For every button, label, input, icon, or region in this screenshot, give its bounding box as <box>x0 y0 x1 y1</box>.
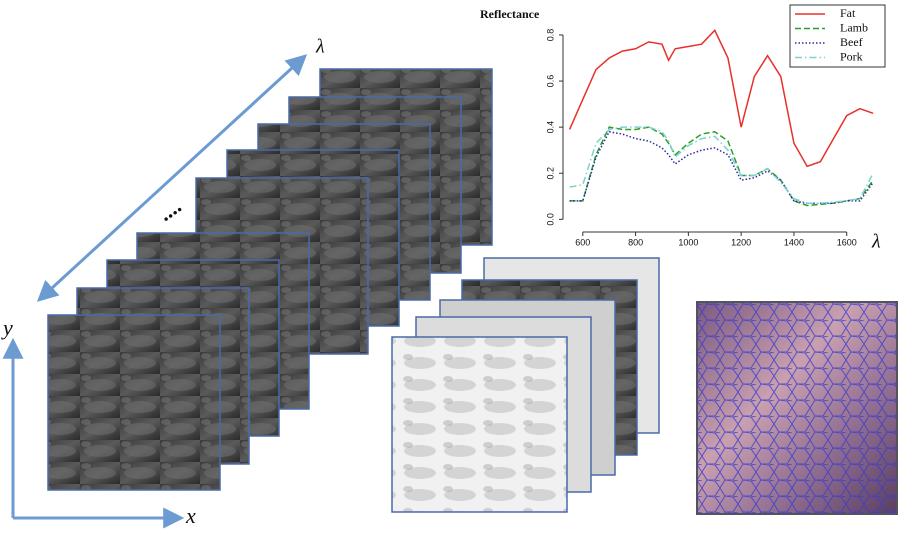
y-tick-label: 0.4 <box>545 121 555 134</box>
x-tick-label: 1000 <box>678 237 698 247</box>
x-tick-label: 1200 <box>731 237 751 247</box>
segmented-image <box>697 302 897 514</box>
x-axis-label: λ <box>871 231 881 253</box>
x-tick-label: 1400 <box>784 237 804 247</box>
legend-label: Pork <box>840 49 863 63</box>
figure: λ y x .... Reflectance λ 0.0 0.2 0.4 0.6 0.8… <box>0 0 901 529</box>
legend-label: Fat <box>840 6 856 20</box>
y-tick-label: 0.6 <box>545 75 555 88</box>
series-line <box>570 127 874 203</box>
cube-light <box>392 258 659 512</box>
lambda-label: λ <box>315 36 325 58</box>
x-tick-label: 800 <box>628 237 643 247</box>
legend-label: Beef <box>840 35 863 49</box>
y-label: y <box>1 315 13 340</box>
y-tick-label: 0.0 <box>545 213 555 226</box>
legend-label: Lamb <box>840 20 868 34</box>
x-tick-label: 1600 <box>837 237 857 247</box>
x-label: x <box>185 503 196 528</box>
chart: Reflectance λ 0.0 0.2 0.4 0.6 0.8 600 800 1000 1… <box>480 5 885 253</box>
series-line <box>570 127 874 205</box>
y-tick-label: 0.8 <box>545 29 555 42</box>
x-tick-label: 600 <box>575 237 590 247</box>
y-axis-label: Reflectance <box>480 7 540 21</box>
y-tick-label: 0.2 <box>545 167 555 180</box>
ellipsis: .... <box>153 193 185 226</box>
